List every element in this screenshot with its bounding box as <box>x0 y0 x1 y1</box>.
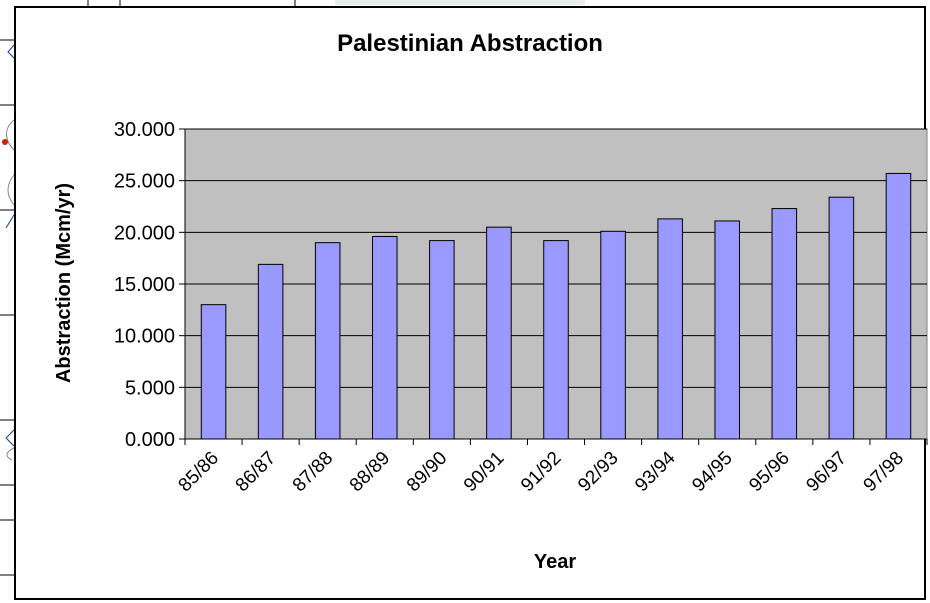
bar-89-90 <box>429 240 455 440</box>
chart-title: Palestinian Abstraction <box>337 30 603 57</box>
bar-85-86 <box>200 304 227 440</box>
bar-96-97 <box>828 196 855 440</box>
y-tick-label: 20.000 <box>114 222 175 244</box>
y-tick-label: 5.000 <box>125 377 175 399</box>
y-axis-label: Abstraction (Mcm/yr) <box>53 183 75 383</box>
x-tick-label: 96/97 <box>802 448 850 496</box>
x-tick-label: 92/93 <box>574 448 622 496</box>
x-tick-label: 85/86 <box>175 448 223 496</box>
x-tick-label: 87/88 <box>289 448 337 496</box>
x-tick-label: 97/98 <box>860 448 908 496</box>
bar-90-91 <box>486 226 512 440</box>
bar-86-87 <box>257 263 284 440</box>
bar-94-95 <box>714 220 741 440</box>
bar-91-92 <box>543 240 569 440</box>
bar-88-89 <box>371 235 398 440</box>
y-tick-label: 15.000 <box>114 274 175 296</box>
x-tick-label: 93/94 <box>631 447 680 496</box>
x-axis-label: Year <box>534 551 576 573</box>
bar-93-94 <box>657 218 683 440</box>
bar-92-93 <box>600 230 626 440</box>
x-tick-label: 94/95 <box>688 448 736 496</box>
x-tick-label: 90/91 <box>460 448 508 496</box>
bar-95-96 <box>771 208 798 440</box>
x-tick-label: 88/89 <box>346 448 394 496</box>
bar-87-88 <box>314 242 341 440</box>
y-tick-label: 30.000 <box>114 119 175 141</box>
y-tick-label: 10.000 <box>114 326 175 348</box>
y-tick-label: 25.000 <box>114 171 175 193</box>
x-tick-label: 89/90 <box>403 448 451 496</box>
x-tick-label: 86/87 <box>232 448 280 496</box>
y-tick-label: 0.000 <box>125 429 175 451</box>
x-tick-label: 91/92 <box>517 448 565 496</box>
bar-97-98 <box>885 172 912 440</box>
x-tick-label: 95/96 <box>745 448 793 496</box>
